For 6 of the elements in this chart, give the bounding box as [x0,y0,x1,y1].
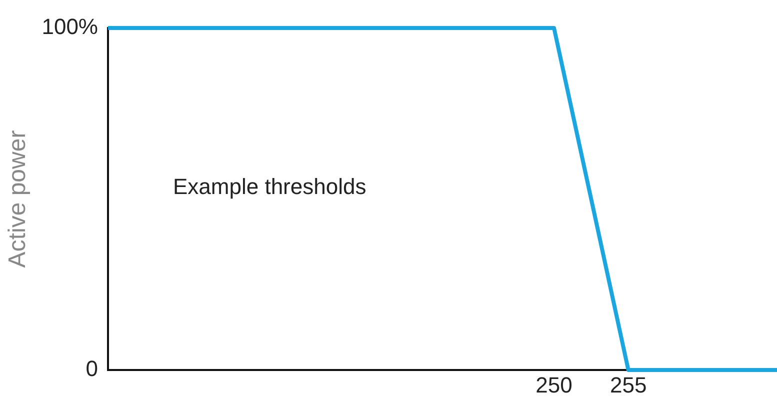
y-axis-title: Active power [4,130,32,268]
annotation: Example thresholds [173,174,366,200]
x-tick-label: 255 [610,372,647,398]
x-tick-label: 250 [536,372,572,398]
y-tick-label: 0 [86,356,98,382]
y-tick-label: 100% [42,14,98,40]
